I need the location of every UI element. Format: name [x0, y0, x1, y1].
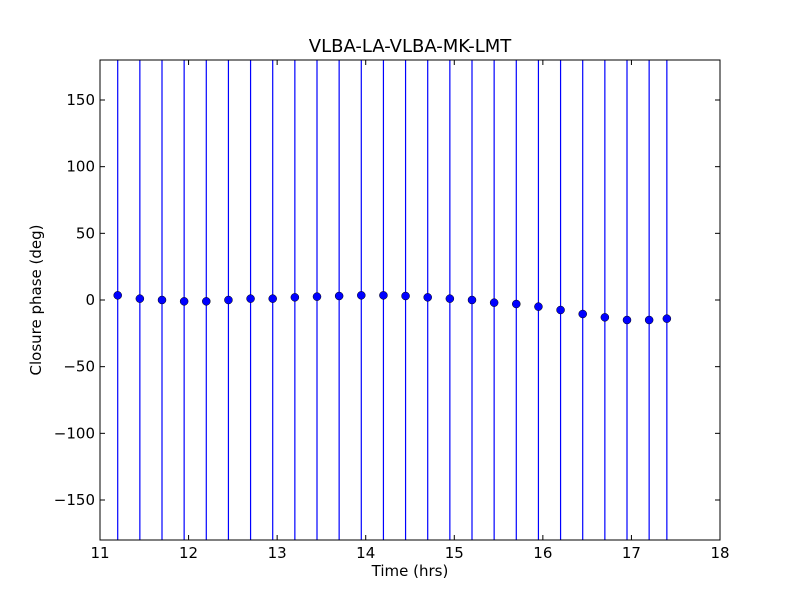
y-tick-label: −50: [63, 358, 95, 376]
x-tick-label: 15: [445, 544, 464, 562]
data-point: [290, 293, 300, 302]
data-point: [334, 291, 344, 301]
data-point: [512, 299, 521, 309]
data-point: [423, 293, 432, 302]
data-point: [644, 315, 654, 325]
data-point: [662, 314, 672, 323]
y-tick-label: −150: [54, 491, 95, 509]
x-tick-label: 12: [179, 544, 198, 562]
data-point: [556, 305, 565, 315]
y-axis-label: Closure phase (deg): [27, 225, 45, 376]
y-tick-label: 0: [85, 291, 95, 309]
data-point: [467, 295, 477, 305]
x-axis-label: Time (hrs): [371, 562, 449, 580]
data-point: [135, 294, 145, 303]
x-tick-label: 18: [710, 544, 729, 562]
data-point: [578, 309, 587, 319]
y-tick-label: 100: [66, 158, 95, 176]
data-point: [246, 294, 255, 303]
x-tick-label: 16: [533, 544, 552, 562]
data-point: [268, 294, 277, 303]
chart-title: VLBA-LA-VLBA-MK-LMT: [309, 36, 513, 57]
y-tick-label: 150: [66, 91, 95, 109]
data-point: [401, 291, 410, 301]
data-point: [113, 291, 122, 300]
data-point: [312, 292, 322, 301]
x-tick-label: 17: [622, 544, 641, 562]
x-tick-label: 14: [356, 544, 375, 562]
data-point: [445, 294, 455, 303]
x-tick-label: 11: [90, 544, 109, 562]
data-point: [157, 295, 167, 305]
y-tick-label: −100: [54, 424, 95, 442]
data-point: [202, 297, 211, 306]
y-axis-ticks: 150 100 50 0 −50 −100 −150: [54, 91, 720, 509]
data-point: [489, 298, 499, 307]
y-tick-label: 50: [76, 224, 95, 242]
x-tick-label: 13: [268, 544, 287, 562]
data-point: [622, 315, 632, 325]
x-axis-ticks: 11 12 13 14 15 16 17 18: [90, 60, 730, 562]
data-points: [113, 291, 672, 325]
data-point: [357, 291, 366, 300]
data-point: [224, 295, 233, 305]
data-point: [179, 297, 189, 306]
data-point: [534, 302, 543, 311]
data-point: [379, 291, 388, 300]
data-point: [600, 313, 610, 322]
